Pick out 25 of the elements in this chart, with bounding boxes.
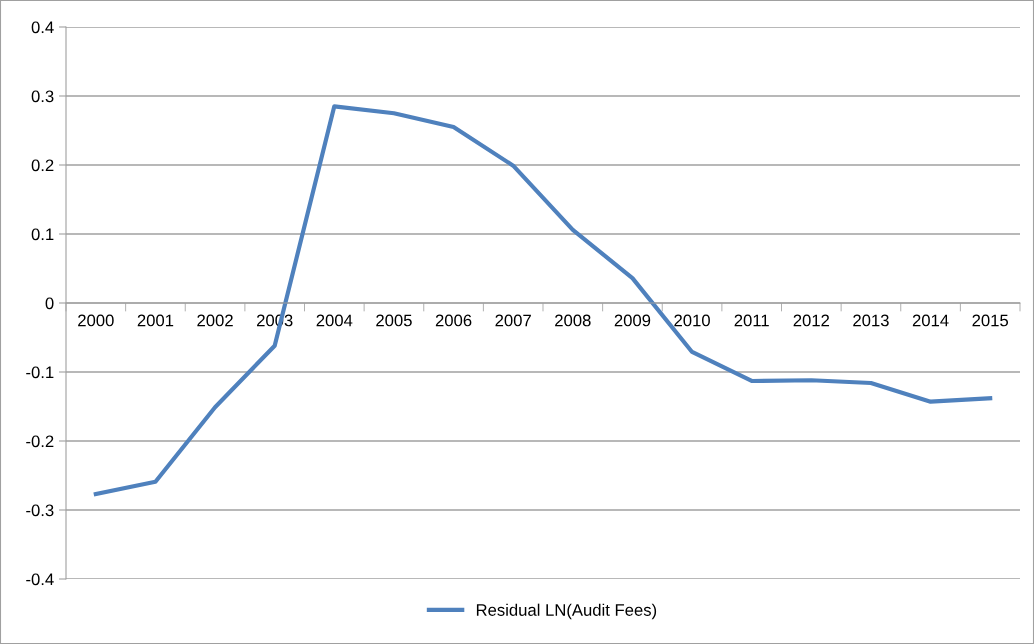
y-tick-label: -0.4: [26, 573, 54, 586]
y-tick-label: -0.1: [26, 366, 54, 379]
x-tick-label: 2010: [674, 314, 710, 327]
y-tick-label: 0.1: [31, 228, 54, 241]
x-tick-label: 2001: [137, 314, 174, 327]
x-tick-label: 2004: [316, 314, 353, 327]
y-tick-label: 0: [45, 297, 54, 310]
x-tick-label: 2012: [793, 314, 830, 327]
x-tick-label: 2006: [435, 314, 472, 327]
y-tick-label: -0.3: [26, 504, 54, 517]
x-tick-label: 2015: [972, 314, 1009, 327]
y-tick-label: 0.3: [31, 90, 54, 103]
y-tick-label: -0.2: [26, 435, 54, 448]
x-tick-label: 2009: [614, 314, 651, 327]
x-tick-label: 2000: [78, 314, 114, 327]
x-tick-label: 2011: [734, 314, 769, 327]
y-tick-label: 0.4: [31, 21, 54, 34]
x-tick-label: 2007: [495, 314, 531, 327]
x-tick-label: 2013: [853, 314, 889, 327]
x-tick-label: 2014: [912, 314, 949, 327]
x-tick-label: 2005: [376, 314, 412, 327]
x-tick-label: 2002: [197, 314, 233, 327]
x-tick-label: 2008: [555, 314, 591, 327]
y-tick-label: 0.2: [31, 159, 54, 172]
legend-label: Residual LN(Audit Fees): [476, 603, 657, 620]
